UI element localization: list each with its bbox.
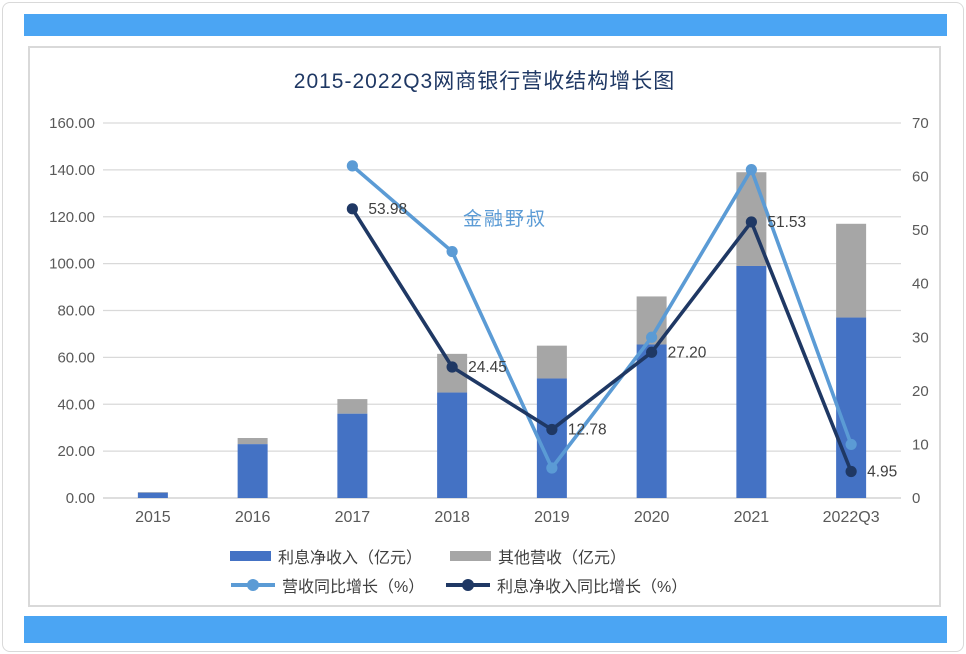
- top-accent-bar: [24, 14, 947, 36]
- left-axis-tick-label: 40.00: [57, 396, 95, 413]
- bar-interest-income-segment: [537, 378, 567, 498]
- left-axis-tick-label: 80.00: [57, 303, 95, 320]
- x-axis-tick-label: 2021: [734, 509, 770, 526]
- revenue-growth-line-marker: [646, 332, 657, 343]
- bar-other-revenue-segment: [238, 438, 268, 444]
- x-axis-tick-label: 2022Q3: [823, 509, 880, 526]
- legend-swatch-interest-income: [230, 551, 271, 561]
- right-axis-tick-label: 60: [912, 169, 929, 186]
- x-axis-tick-label: 2015: [135, 509, 171, 526]
- left-axis-tick-label: 20.00: [57, 443, 95, 460]
- right-axis-tick-label: 10: [912, 436, 929, 453]
- right-axis-tick-label: 0: [912, 490, 920, 507]
- data-label: 24.45: [468, 359, 507, 376]
- right-axis-tick-label: 20: [912, 383, 929, 400]
- revenue-growth-line-marker: [347, 160, 358, 171]
- legend-label-interest-income: 利息净收入（亿元）: [278, 544, 422, 568]
- legend-label-interest-growth: 利息净收入同比增长（%）: [497, 573, 687, 597]
- bar-interest-income-segment: [238, 444, 268, 498]
- bar-other-revenue-segment: [537, 346, 567, 379]
- bar-other-revenue-segment: [836, 224, 866, 318]
- interest-growth-line-marker: [546, 424, 557, 435]
- legend-item-interest-income: 利息净收入（亿元）: [230, 544, 422, 568]
- right-axis-tick-label: 50: [912, 222, 929, 239]
- revenue-growth-line-marker: [846, 439, 857, 450]
- data-label: 27.20: [668, 344, 707, 361]
- legend-label-other-revenue: 其他营收（亿元）: [498, 544, 626, 568]
- bar-other-revenue-segment: [337, 399, 367, 414]
- bar-interest-income-segment: [637, 344, 667, 498]
- chart-plot-area: 0.00 20.00 40.00 60.00 80.00 100.00 120.00 140.…: [30, 48, 935, 601]
- interest-growth-line-marker: [447, 361, 458, 372]
- x-axis-tick-label: 2018: [434, 509, 470, 526]
- legend-item-revenue-growth: 营收同比增长（%）: [231, 573, 424, 597]
- data-label: 12.78: [568, 422, 607, 439]
- revenue-growth-line-marker: [746, 164, 757, 175]
- data-label: 53.98: [368, 201, 407, 218]
- left-axis-tick-label: 60.00: [57, 349, 95, 366]
- left-axis-tick-label: 120.00: [49, 209, 95, 226]
- bar-interest-income-segment: [138, 493, 168, 498]
- right-axis-tick-label: 30: [912, 329, 929, 346]
- legend-swatch-interest-growth: [446, 583, 490, 587]
- page-frame: 2015-2022Q3网商银行营收结构增长图 0.0020.0040.0060.…: [2, 2, 964, 652]
- x-axis-tick-label: 2017: [335, 509, 371, 526]
- data-label: 51.53: [767, 214, 806, 231]
- legend-swatch-other-revenue: [450, 551, 491, 561]
- legend-swatch-revenue-growth: [231, 583, 275, 587]
- interest-growth-line-marker: [846, 466, 857, 477]
- right-axis-tick-label: 70: [912, 115, 929, 132]
- legend-label-revenue-growth: 营收同比增长（%）: [282, 573, 424, 597]
- x-axis-tick-label: 2016: [235, 509, 271, 526]
- revenue-growth-line-marker: [447, 246, 458, 257]
- legend-item-interest-growth: 利息净收入同比增长（%）: [446, 573, 687, 597]
- legend-item-other-revenue: 其他营收（亿元）: [450, 544, 626, 568]
- left-axis-tick-label: 160.00: [49, 115, 95, 132]
- interest-growth-line-marker: [347, 203, 358, 214]
- interest-growth-line-marker: [746, 216, 757, 227]
- chart-card: 2015-2022Q3网商银行营收结构增长图 0.0020.0040.0060.…: [28, 46, 941, 607]
- revenue-growth-line-marker: [546, 462, 557, 473]
- data-label: 4.95: [867, 463, 897, 480]
- right-axis-tick-label: 40: [912, 276, 929, 293]
- watermark: 金融野叔: [463, 204, 547, 231]
- interest-growth-line-marker: [646, 347, 657, 358]
- x-axis-tick-label: 2019: [534, 509, 570, 526]
- left-axis-tick-label: 0.00: [66, 490, 95, 507]
- bar-interest-income-segment: [337, 414, 367, 498]
- x-axis-tick-label: 2020: [634, 509, 670, 526]
- bar-interest-income-segment: [736, 266, 766, 498]
- bar-interest-income-segment: [437, 393, 467, 498]
- left-axis-tick-label: 140.00: [49, 162, 95, 179]
- bottom-accent-bar: [24, 616, 947, 643]
- left-axis-tick-label: 100.00: [49, 256, 95, 273]
